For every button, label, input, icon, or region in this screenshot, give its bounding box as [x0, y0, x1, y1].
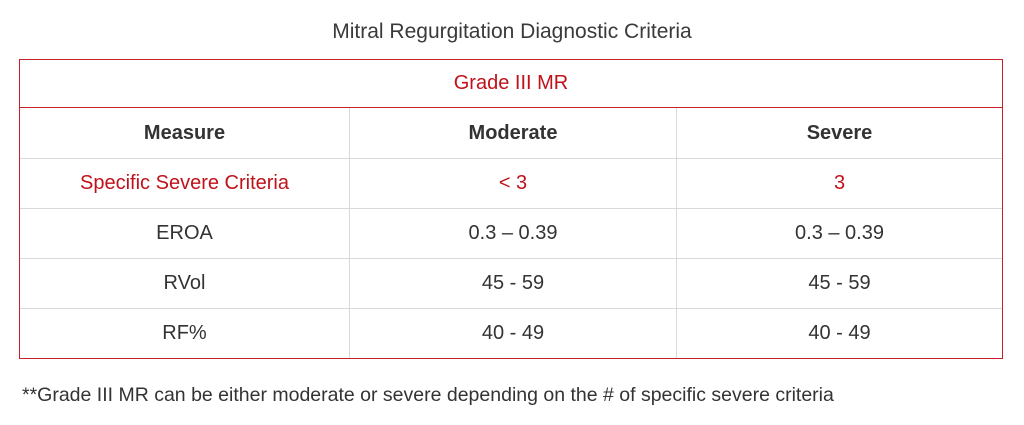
table-cell-moderate: 45 - 59: [350, 259, 677, 308]
table-cell-severe: 45 - 59: [808, 272, 871, 294]
footnote: **Grade III MR can be either moderate or…: [22, 384, 834, 406]
table-cell-severe: 0.3 – 0.39: [795, 222, 884, 244]
table-cell-moderate: < 3: [350, 159, 677, 208]
table-row-rf-percent: RF% 40 - 49 40 - 49: [20, 308, 1002, 358]
table-title: Mitral Regurgitation Diagnostic Criteria: [332, 20, 692, 43]
criteria-table: Grade III MR Measure Moderate Severe Spe…: [19, 59, 1003, 359]
table-row-specific-severe-criteria: Specific Severe Criteria < 3 3: [20, 158, 1002, 208]
table-cell-measure: RVol: [20, 259, 350, 308]
table-cell-moderate: 40 - 49: [350, 309, 677, 358]
table-row-eroa: EROA 0.3 – 0.39 0.3 – 0.39: [20, 208, 1002, 258]
table-row-rvol: RVol 45 - 59 45 - 59: [20, 258, 1002, 308]
table-cell-severe: 3: [833, 172, 846, 194]
table-cell-moderate: 0.3 – 0.39: [350, 209, 677, 258]
table-cell-measure: Specific Severe Criteria: [20, 159, 350, 208]
column-header-severe: Severe: [806, 121, 873, 144]
grade-row: Grade III MR: [20, 60, 1002, 108]
grade-label: Grade III MR: [453, 72, 569, 94]
column-header-measure: Measure: [20, 108, 350, 158]
column-header-moderate: Moderate: [350, 108, 677, 158]
header-row: Measure Moderate Severe: [20, 108, 1002, 158]
table-cell-measure: RF%: [20, 309, 350, 358]
table-cell-measure: EROA: [20, 209, 350, 258]
table-cell-severe: 40 - 49: [808, 322, 871, 344]
